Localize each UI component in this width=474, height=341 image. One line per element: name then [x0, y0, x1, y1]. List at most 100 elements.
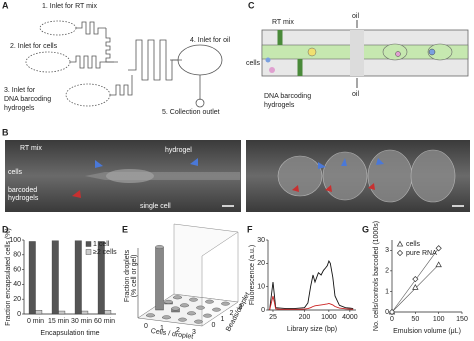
z-axis-label: Fraction droplets	[124, 249, 131, 302]
label: 5. Collection outlet	[162, 109, 220, 116]
x-axis-label: Emulsion volume (μL)	[393, 328, 461, 335]
bar-top	[187, 311, 196, 316]
legend-label: 1 cell	[93, 241, 110, 248]
y-tick-label: 3	[239, 304, 243, 311]
panel-label: B	[2, 127, 9, 137]
label: 2. Inlet for cells	[10, 43, 58, 50]
bar-top	[155, 245, 164, 249]
label: RT mix	[20, 145, 42, 152]
legend-marker	[396, 249, 404, 257]
x-tick-label: 1	[160, 325, 164, 332]
panel-label: E	[122, 224, 128, 234]
y-axis-label: No. cells/controls barcoded (1000s)	[373, 221, 380, 331]
y-tick-label: 30	[257, 237, 265, 244]
bar-top	[203, 313, 212, 318]
bar	[58, 310, 66, 315]
label: 3. Inlet for	[4, 87, 36, 94]
bar	[155, 246, 164, 311]
back-wall	[173, 223, 239, 327]
label: oil	[352, 13, 359, 20]
bar-top	[194, 319, 203, 324]
panel-label: G	[362, 224, 369, 234]
y-tick-label: 0	[212, 322, 216, 329]
panel-label: A	[2, 0, 9, 10]
y-tick-label: 10	[257, 284, 265, 291]
bar-top	[173, 295, 182, 300]
bar	[97, 241, 105, 315]
x-tick-label: 0	[144, 323, 148, 330]
point	[388, 308, 396, 316]
label: single cell	[140, 203, 171, 210]
bar-top	[221, 301, 230, 306]
label: 1. Inlet for RT mix	[42, 3, 97, 10]
panel-label: F	[247, 224, 253, 234]
x-tick-label: 3	[192, 329, 196, 336]
x-tick-label: 0	[390, 316, 394, 323]
legend-marker	[396, 240, 404, 247]
bar	[51, 240, 59, 315]
axis	[267, 240, 356, 311]
x-tick-label: 1000	[321, 314, 337, 321]
bar	[35, 310, 43, 315]
y-tick-label: 2	[230, 310, 234, 317]
x-tick-label: 60 min	[94, 318, 115, 325]
label: RT mix	[272, 19, 294, 26]
bar-top	[205, 299, 214, 304]
bar-top	[178, 317, 187, 322]
chip-schematic	[25, 20, 223, 108]
y-tick-label: 2	[385, 268, 389, 275]
point	[435, 261, 442, 268]
x-tick-label: 30 min	[71, 318, 92, 325]
line	[269, 259, 354, 311]
point	[412, 283, 419, 290]
legend-swatch	[85, 241, 92, 247]
y-axis-label: Fraction encapsulated cells (%)	[5, 228, 12, 326]
legend-label: pure RNA	[406, 250, 437, 257]
x-tick-label: 150	[456, 316, 468, 323]
label: hydrogels	[4, 105, 35, 112]
legend-swatch	[85, 249, 92, 255]
label: cells	[8, 169, 23, 176]
x-axis-label: Library size (bp)	[287, 326, 337, 333]
y-tick-label: 20	[257, 260, 265, 267]
x-tick-label: 100	[433, 316, 445, 323]
label: oil	[352, 91, 359, 98]
x-axis-label: Cells / droplet	[150, 328, 193, 341]
label: hydrogels	[8, 195, 39, 202]
bar	[104, 310, 112, 315]
point	[412, 275, 419, 283]
z-axis-label: (% cell or gel)	[131, 255, 138, 298]
y-tick-label: 60	[13, 266, 21, 273]
y-tick-label: 1	[385, 288, 389, 295]
x-tick-label: 15 min	[48, 318, 69, 325]
x-tick-label: 4000	[342, 314, 358, 321]
y-tick-label: 0	[261, 307, 265, 314]
y-tick-label: 40	[13, 281, 21, 288]
y-tick-label: 0	[17, 311, 21, 318]
y-axis-label: Fluorescence (a.u.)	[249, 245, 256, 305]
x-tick-label: 200	[299, 314, 311, 321]
bar-top	[189, 297, 198, 302]
line	[269, 295, 354, 311]
x-tick-label: 2	[176, 327, 180, 334]
bar	[74, 240, 82, 315]
y-tick-label: 20	[13, 296, 21, 303]
x-axis-label: Encapsulation time	[40, 330, 99, 337]
channel-schematic	[261, 20, 469, 88]
panel-label: C	[248, 0, 255, 10]
panel-label: D	[2, 224, 9, 234]
legend-label: ≥2 cells	[93, 249, 117, 256]
label: cells	[246, 60, 261, 67]
label: hydrogels	[264, 102, 295, 109]
label: barcoded	[8, 187, 37, 194]
y-tick-label: 0	[385, 309, 389, 316]
x-tick-label: 0 min	[27, 318, 44, 325]
legend-label: cells	[406, 241, 421, 248]
y-tick-label: 80	[13, 252, 21, 259]
bar-top	[162, 315, 171, 320]
label: 4. Inlet for oil	[190, 37, 231, 44]
x-tick-label: 25	[269, 314, 277, 321]
bar-top	[146, 313, 155, 318]
bar-top	[196, 305, 205, 310]
